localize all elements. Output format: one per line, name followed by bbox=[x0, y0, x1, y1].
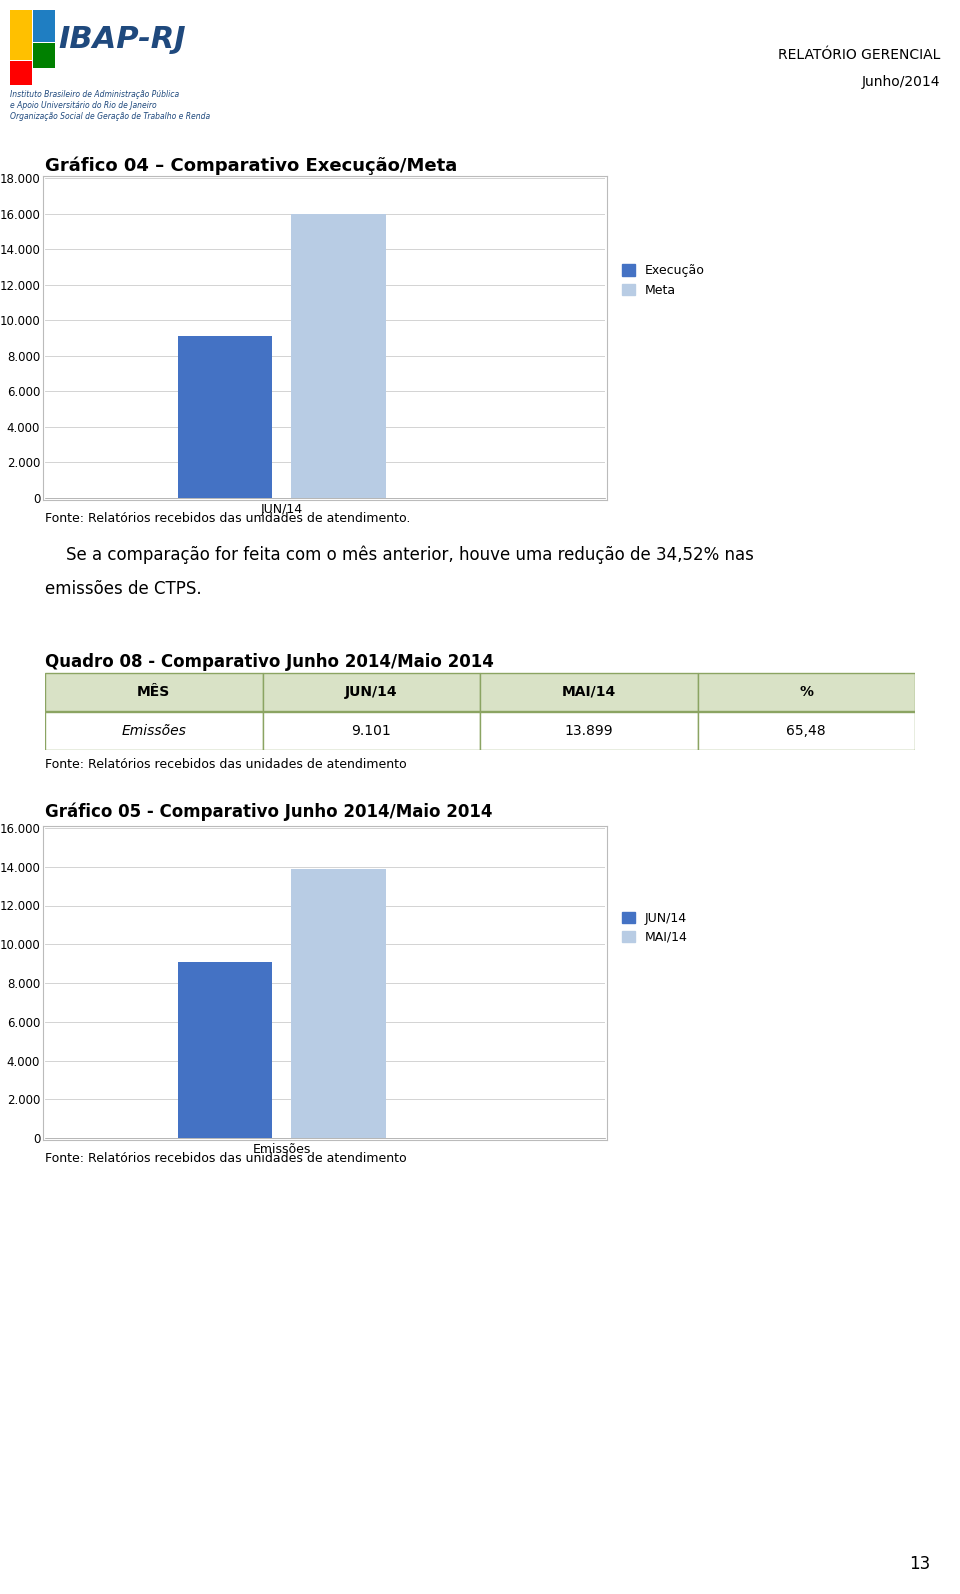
Text: Fonte: Relatórios recebidos das unidades de atendimento: Fonte: Relatórios recebidos das unidades… bbox=[45, 1152, 407, 1165]
Bar bbox=[33, 10, 55, 41]
Bar bbox=[698, 673, 915, 711]
Legend: Execução, Meta: Execução, Meta bbox=[622, 265, 705, 296]
Text: Junho/2014: Junho/2014 bbox=[861, 75, 940, 89]
Bar bbox=[33, 43, 55, 69]
Bar bbox=[262, 673, 480, 711]
Bar bbox=[178, 336, 273, 497]
Bar bbox=[262, 713, 480, 751]
Text: e Apoio Universitário do Rio de Janeiro: e Apoio Universitário do Rio de Janeiro bbox=[10, 100, 156, 110]
Bar bbox=[45, 673, 262, 711]
Bar bbox=[480, 713, 698, 751]
Text: Gráfico 04 – Comparativo Execução/Meta: Gráfico 04 – Comparativo Execução/Meta bbox=[45, 156, 457, 175]
Text: MAI/14: MAI/14 bbox=[562, 685, 616, 700]
Bar bbox=[292, 869, 386, 1138]
Bar bbox=[45, 713, 262, 751]
Text: 65,48: 65,48 bbox=[786, 724, 826, 738]
Text: Se a comparação for feita com o mês anterior, houve uma redução de 34,52% nas: Se a comparação for feita com o mês ante… bbox=[45, 545, 754, 564]
Text: Organização Social de Geração de Trabalho e Renda: Organização Social de Geração de Trabalh… bbox=[10, 112, 210, 121]
Text: emissões de CTPS.: emissões de CTPS. bbox=[45, 580, 202, 598]
Text: Fonte: Relatórios recebidos das unidades de atendimento: Fonte: Relatórios recebidos das unidades… bbox=[45, 759, 407, 771]
Text: IBAP-RJ: IBAP-RJ bbox=[58, 26, 185, 54]
Legend: JUN/14, MAI/14: JUN/14, MAI/14 bbox=[622, 912, 687, 944]
Text: %: % bbox=[800, 685, 813, 700]
Text: Fonte: Relatórios recebidos das unidades de atendimento.: Fonte: Relatórios recebidos das unidades… bbox=[45, 513, 410, 526]
Text: MÊS: MÊS bbox=[137, 685, 170, 700]
Text: Instituto Brasileiro de Administração Pública: Instituto Brasileiro de Administração Pú… bbox=[10, 89, 180, 99]
Bar bbox=[698, 713, 915, 751]
Text: 13: 13 bbox=[909, 1556, 930, 1573]
Text: Emissões: Emissões bbox=[121, 724, 186, 738]
Text: 9.101: 9.101 bbox=[351, 724, 391, 738]
Bar bbox=[292, 214, 386, 497]
Text: RELATÓRIO GERENCIAL: RELATÓRIO GERENCIAL bbox=[778, 48, 940, 62]
Bar bbox=[10, 10, 32, 61]
Text: JUN/14: JUN/14 bbox=[345, 685, 397, 700]
Text: 13.899: 13.899 bbox=[564, 724, 613, 738]
Bar bbox=[178, 961, 273, 1138]
Text: Gráfico 05 - Comparativo Junho 2014/Maio 2014: Gráfico 05 - Comparativo Junho 2014/Maio… bbox=[45, 803, 492, 821]
Text: Quadro 08 - Comparativo Junho 2014/Maio 2014: Quadro 08 - Comparativo Junho 2014/Maio … bbox=[45, 654, 493, 671]
Bar bbox=[10, 61, 32, 84]
Bar bbox=[480, 673, 698, 711]
